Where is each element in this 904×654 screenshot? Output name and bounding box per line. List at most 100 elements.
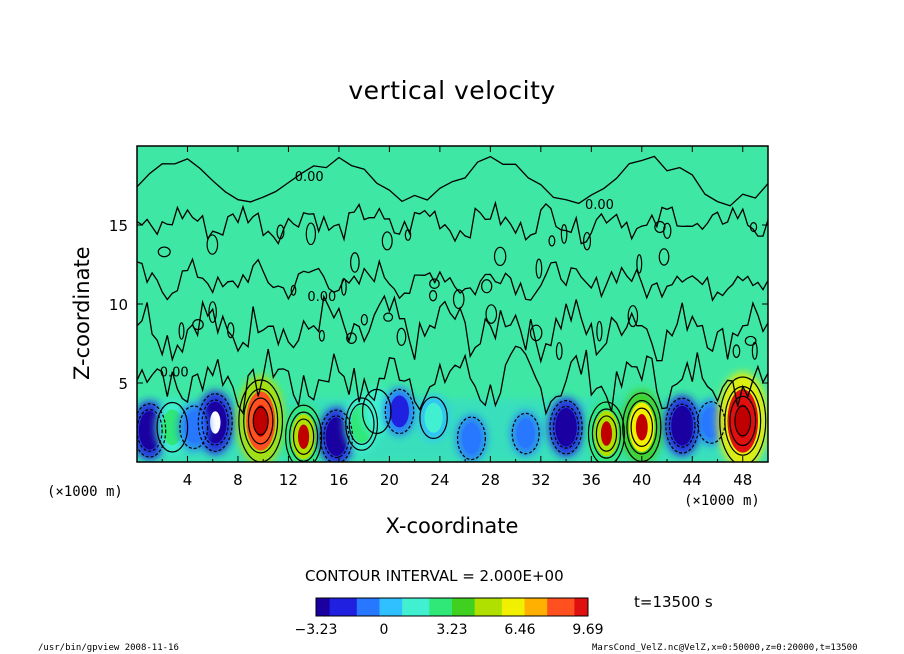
colorbar-swatch [343,598,349,616]
contour-ring [630,407,654,447]
contour-ring [729,395,757,447]
x-tick-label: 48 [733,471,752,489]
small-contour-loop [732,344,741,358]
footer-left: /usr/bin/gpview 2008-11-16 [38,643,179,653]
colorbar-swatch [361,598,367,616]
small-contour-loop [560,224,568,244]
colorbar-swatch [497,598,503,616]
small-contour-loop [305,222,317,246]
zero-contour-line [137,294,768,364]
contour-ring [137,403,167,458]
small-contour-loop [346,332,357,344]
x-axis-title: X-coordinate [385,514,519,538]
colorbar-label: 3.23 [436,622,467,638]
small-contour-loop [318,329,325,342]
small-contour-loop [555,342,563,360]
x-tick-label: 16 [329,471,348,489]
contour-ring [456,416,486,461]
colorbar-swatch [520,598,526,616]
small-contour-loop [481,279,493,294]
colorbar-swatch [347,598,353,616]
zero-contour-line [137,200,768,245]
colorbar: −3.23 0 3.23 6.46 9.69 [295,597,604,638]
small-contour-loop [429,278,440,289]
colorbar-swatch [334,598,340,616]
x-tick-label: 44 [683,471,702,489]
upper-contour-line [137,155,768,207]
colorbar-swatch [447,598,453,616]
small-contour-loop [658,248,670,266]
small-contour-loop [654,220,666,234]
velocity-cell-core [209,411,221,434]
colorbar-swatch [415,598,421,616]
contour-ring [511,412,540,455]
colorbar-label: 9.69 [572,622,603,638]
colorbar-swatch [465,598,471,616]
colorbar-swatch [547,598,553,616]
x-tick-label: 8 [233,471,243,489]
velocity-cell [138,411,161,450]
small-contour-loop [383,312,394,322]
small-contour-loop [404,229,412,241]
small-contour-loop [226,322,235,339]
contour-ring [292,418,315,455]
contour-ring [719,376,767,462]
small-contour-loop [744,335,757,346]
colorbar-swatch [338,598,344,616]
contour-ring [179,405,209,450]
x-tick-label: 40 [632,471,651,489]
colorbar-swatch [474,598,480,616]
small-contour-loop [529,324,543,342]
small-contour-loop [636,254,643,274]
colorbar-swatch [556,598,562,616]
colorbar-swatch [442,598,448,616]
colorbar-swatch [452,598,458,616]
colorbar-swatch [578,598,584,616]
x-tick-label: 36 [582,471,601,489]
velocity-cell-core [635,413,648,441]
colorbar-swatch [325,598,331,616]
y-tick-label: 5 [118,375,128,393]
small-contour-loop [583,231,592,251]
colorbar-swatch [411,598,417,616]
colorbar-swatch [529,598,535,616]
colorbar-swatch [370,598,376,616]
contour-ring [348,403,375,446]
small-contour-loop [627,305,639,328]
contour-label: 0.00 [160,366,189,381]
colorbar-swatch [329,598,335,616]
velocity-cell [516,419,535,449]
small-contour-loop [751,341,758,360]
colorbar-swatch [393,598,399,616]
colorbar-swatch [542,598,548,616]
velocity-cell [325,417,348,456]
x-ticks: 4 8 12 16 20 24 28 32 36 40 44 48 [161,146,752,489]
small-contour-loop [206,234,219,255]
velocity-cell [462,422,481,454]
chart-title: vertical velocity [348,76,556,105]
x-tick-label: 4 [183,471,193,489]
colorbar-swatch [433,598,439,616]
small-contour-loop [749,222,758,233]
colorbar-swatch [510,598,516,616]
zero-contour-line [137,345,768,416]
velocity-cell [424,402,443,433]
small-contour-loop [596,320,603,342]
colorbar-swatch [565,598,571,616]
colorbar-swatch [515,598,521,616]
colorbar-label: 6.46 [504,622,535,638]
small-contour-loop [350,252,360,273]
colorbar-swatch [501,598,507,616]
contour-label: 0.00 [295,170,324,185]
contour-ring [247,397,274,445]
footer-right: MarsCond_VelZ.nc@VelZ,x=0:50000,z=0:2000… [592,643,858,653]
zero-contour-line [137,257,768,302]
colorbar-swatch [374,598,380,616]
colorbar-swatch [406,598,412,616]
small-contour-loop [290,284,297,296]
colorbar-swatch [420,598,426,616]
colorbar-swatch [429,598,435,616]
small-contour-loop [381,231,393,251]
colorbar-swatch [533,598,539,616]
small-contour-loop [178,322,185,340]
